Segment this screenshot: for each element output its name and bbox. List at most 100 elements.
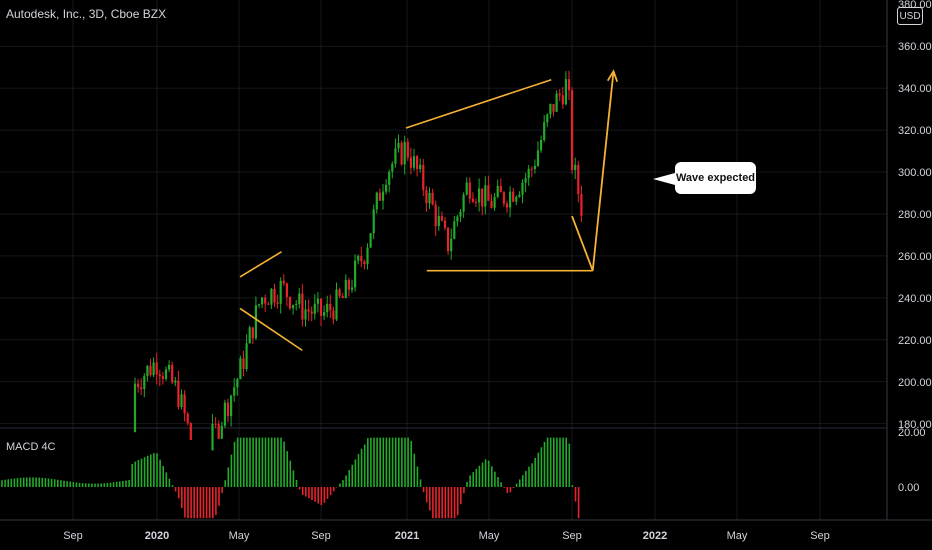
candle-body bbox=[403, 141, 406, 165]
candle-body bbox=[561, 95, 564, 105]
x-tick-label: 2020 bbox=[145, 530, 169, 542]
macd-tick-label: 0.00 bbox=[898, 482, 919, 494]
candle-body bbox=[245, 343, 248, 370]
candle-body bbox=[350, 287, 354, 290]
candle-body bbox=[524, 178, 527, 183]
candle-body bbox=[456, 216, 459, 222]
y-tick-label: 280.00 bbox=[898, 209, 932, 221]
candle-body bbox=[295, 304, 298, 306]
x-tick-label: Sep bbox=[810, 530, 830, 542]
candle-body bbox=[381, 191, 385, 201]
candle-body bbox=[310, 311, 313, 314]
candle-body bbox=[354, 260, 357, 288]
candle-body bbox=[366, 247, 369, 265]
candle-body bbox=[391, 163, 394, 172]
candle-body bbox=[530, 168, 533, 170]
candle-body bbox=[419, 164, 422, 170]
pattern-lines bbox=[239, 69, 619, 352]
x-tick-label: Sep bbox=[63, 530, 83, 542]
projection-path bbox=[571, 71, 615, 271]
candle-body bbox=[183, 394, 186, 414]
x-tick-label: May bbox=[727, 530, 748, 542]
candle-body bbox=[552, 104, 555, 112]
candle-body bbox=[186, 413, 189, 424]
candle-body bbox=[137, 383, 140, 388]
candle-body bbox=[385, 184, 388, 192]
candle-body bbox=[567, 79, 571, 91]
candle-body bbox=[543, 122, 546, 140]
candle-body bbox=[267, 303, 270, 305]
candle-body bbox=[174, 380, 177, 383]
macd-histogram bbox=[1, 437, 580, 519]
candle-body bbox=[521, 182, 524, 195]
candle-body bbox=[505, 203, 509, 208]
candle-body bbox=[161, 376, 164, 379]
pattern-trendline bbox=[405, 78, 552, 129]
candle-body bbox=[502, 192, 505, 204]
candle-body bbox=[288, 297, 292, 309]
candle-body bbox=[189, 423, 192, 440]
candle-body bbox=[440, 216, 443, 221]
candle-body bbox=[285, 283, 288, 298]
candle-body bbox=[236, 379, 239, 388]
candle-body bbox=[490, 200, 493, 208]
candle-body bbox=[180, 394, 183, 407]
candle-body bbox=[493, 196, 496, 208]
candle-body bbox=[329, 303, 332, 311]
candle-body bbox=[319, 298, 323, 316]
pattern-trendline bbox=[239, 251, 282, 278]
candle-body bbox=[168, 364, 171, 370]
candle-body bbox=[536, 150, 540, 166]
candle-body bbox=[177, 380, 180, 407]
candle-body bbox=[335, 289, 338, 320]
candle-body bbox=[152, 362, 155, 376]
candle-body bbox=[233, 387, 236, 396]
candle-body bbox=[378, 192, 381, 201]
macd-axis: 0.00 20.00 bbox=[898, 427, 926, 494]
candle-body bbox=[549, 104, 552, 115]
candle-body bbox=[481, 188, 484, 207]
candle-body bbox=[298, 293, 301, 305]
candle-body bbox=[388, 171, 391, 185]
candle-body bbox=[363, 261, 366, 265]
candle-body bbox=[540, 139, 543, 151]
candle-body bbox=[564, 79, 567, 105]
grid bbox=[0, 0, 887, 520]
candle-body bbox=[527, 168, 530, 179]
candle-body bbox=[248, 327, 251, 344]
currency-button[interactable]: USD bbox=[897, 7, 923, 25]
candle-body bbox=[369, 233, 372, 248]
time-axis[interactable]: Sep 2020 May Sep 2021 May Sep 2022 May Sep bbox=[63, 530, 830, 542]
candle-body bbox=[422, 164, 425, 191]
y-tick-label: 380.00 bbox=[898, 0, 932, 11]
candle-body bbox=[437, 216, 440, 227]
price-axis[interactable]: 180.00 200.00 220.00 240.00 260.00 280.00 300.… bbox=[898, 0, 932, 431]
candle-body bbox=[332, 310, 335, 320]
candle-body bbox=[357, 256, 360, 261]
candle-body bbox=[496, 185, 499, 197]
chart-title: Autodesk, Inc., 3D, Cboe BZX bbox=[6, 7, 167, 21]
candle-body bbox=[326, 303, 329, 313]
candle-body bbox=[471, 198, 474, 202]
candle-body bbox=[220, 425, 223, 439]
x-tick-label: 2021 bbox=[395, 530, 419, 542]
x-tick-label: 2022 bbox=[643, 530, 667, 542]
candle-body bbox=[338, 289, 341, 297]
candle-body bbox=[465, 182, 468, 195]
candle-body bbox=[487, 185, 490, 201]
candle-body bbox=[474, 201, 478, 203]
projection-arrowhead bbox=[606, 69, 619, 82]
candle-body bbox=[577, 164, 580, 195]
candle-body bbox=[453, 221, 456, 239]
candle-body bbox=[412, 156, 416, 168]
candle-body bbox=[307, 309, 310, 312]
candle-body bbox=[518, 194, 521, 197]
candle-body bbox=[555, 93, 558, 112]
candle-body bbox=[397, 142, 400, 149]
candle-body bbox=[447, 227, 450, 252]
candle-body bbox=[459, 211, 462, 217]
candle-body bbox=[375, 192, 378, 210]
wave-expected-callout: Wave expected bbox=[653, 162, 756, 194]
candle-body bbox=[509, 191, 512, 208]
